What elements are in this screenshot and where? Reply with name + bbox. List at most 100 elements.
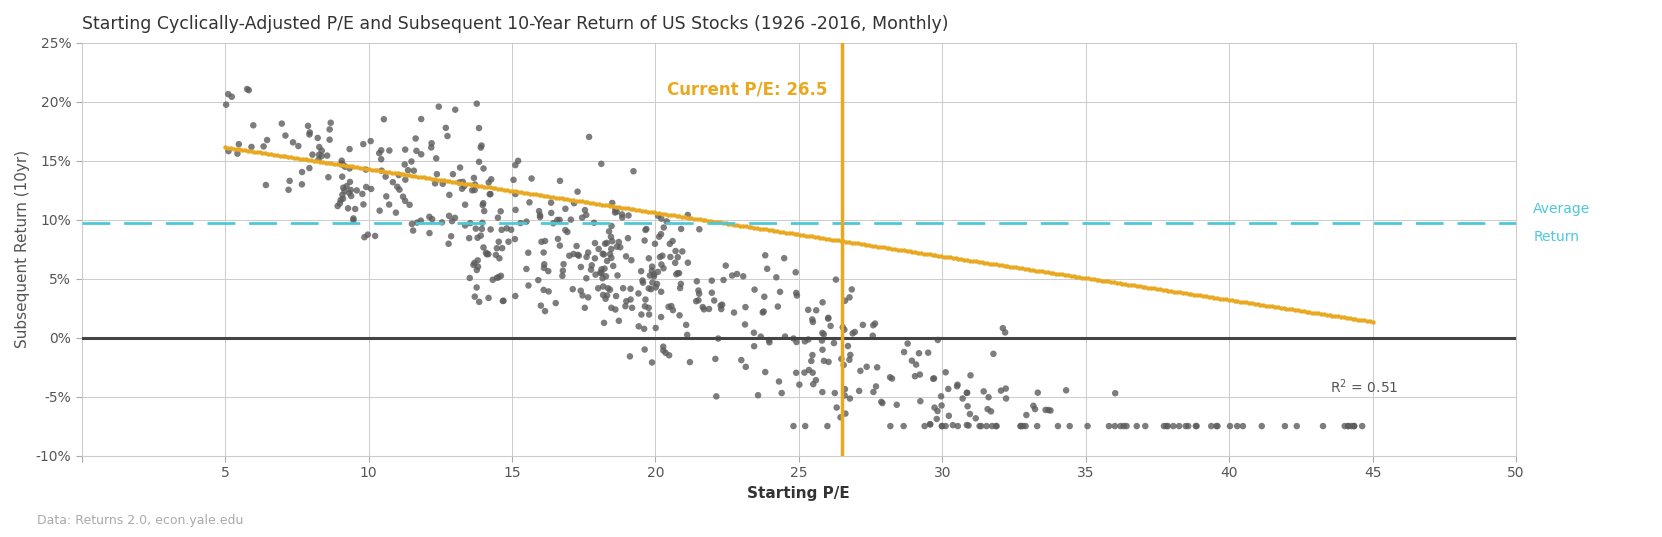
Point xyxy=(464,99,490,108)
Point xyxy=(349,190,376,198)
Point xyxy=(597,286,623,294)
Point xyxy=(391,160,417,169)
Point xyxy=(1217,422,1243,430)
Point xyxy=(351,140,377,148)
Point xyxy=(869,399,896,408)
Point xyxy=(771,254,798,263)
Point xyxy=(884,401,911,409)
Point xyxy=(459,186,485,194)
Point xyxy=(514,217,540,226)
Point xyxy=(685,296,711,304)
Point xyxy=(382,208,409,217)
Point xyxy=(645,212,671,220)
Point xyxy=(612,302,638,310)
Point xyxy=(588,265,615,274)
Point xyxy=(748,332,774,341)
Point xyxy=(831,325,858,334)
Point xyxy=(647,233,673,241)
Point xyxy=(992,328,1019,337)
Point xyxy=(829,323,856,331)
Point xyxy=(617,285,643,293)
Point xyxy=(929,422,956,430)
Point xyxy=(783,268,809,277)
Point xyxy=(1102,389,1128,397)
Point xyxy=(643,324,670,332)
Point xyxy=(984,422,1010,430)
Point xyxy=(276,185,302,194)
Point xyxy=(314,151,341,160)
Point xyxy=(783,288,809,297)
Point xyxy=(595,227,622,236)
Point xyxy=(799,351,826,359)
Point xyxy=(1107,422,1133,430)
Point xyxy=(376,146,402,155)
Point xyxy=(1045,422,1072,430)
Point xyxy=(392,176,419,184)
Point xyxy=(341,216,367,224)
Point xyxy=(799,368,826,377)
Point xyxy=(316,125,342,134)
Point xyxy=(1335,422,1361,430)
Point xyxy=(547,241,573,250)
Point xyxy=(891,348,917,357)
Point xyxy=(921,403,947,412)
Point xyxy=(791,422,818,430)
Point xyxy=(465,124,492,132)
Point xyxy=(379,178,406,186)
Point xyxy=(590,291,617,299)
Point xyxy=(582,254,608,263)
Point xyxy=(552,226,578,234)
Point xyxy=(462,224,489,233)
Point xyxy=(578,261,605,270)
Point xyxy=(422,179,449,188)
Point xyxy=(625,289,652,298)
Point xyxy=(944,422,971,430)
Point xyxy=(956,421,982,430)
Point xyxy=(836,355,863,364)
Point xyxy=(371,115,397,124)
Point xyxy=(710,275,736,284)
Point xyxy=(1203,422,1230,430)
Point xyxy=(447,163,474,172)
Text: Return: Return xyxy=(1534,230,1579,244)
Point xyxy=(317,119,344,127)
Point xyxy=(425,103,452,111)
Point xyxy=(673,331,700,339)
Point xyxy=(465,297,492,306)
Point xyxy=(538,198,565,207)
Point xyxy=(407,150,434,158)
Point xyxy=(331,161,357,170)
Point xyxy=(401,226,427,235)
Point xyxy=(351,233,377,242)
Point xyxy=(944,380,971,389)
Point xyxy=(745,391,771,400)
Point xyxy=(954,402,981,411)
Point xyxy=(514,265,540,273)
Point xyxy=(987,386,1014,395)
Point xyxy=(705,334,731,343)
Point xyxy=(637,310,663,319)
Point xyxy=(809,298,836,307)
Point xyxy=(457,219,484,227)
Point xyxy=(635,303,661,312)
Point xyxy=(294,121,321,130)
Point xyxy=(894,339,921,348)
Point xyxy=(640,278,666,287)
Point xyxy=(786,380,813,389)
Point xyxy=(648,214,675,223)
Point xyxy=(1310,422,1336,430)
Point xyxy=(628,310,655,319)
Point xyxy=(568,213,595,222)
Point xyxy=(834,342,861,350)
Point xyxy=(675,258,701,267)
Point xyxy=(477,190,504,199)
Point xyxy=(392,146,419,154)
Point xyxy=(592,264,618,273)
Point xyxy=(665,253,691,262)
Point xyxy=(384,183,411,191)
Point xyxy=(635,284,661,293)
Point xyxy=(289,180,316,188)
Point xyxy=(791,337,818,346)
Point xyxy=(479,175,505,184)
Point xyxy=(452,200,479,209)
